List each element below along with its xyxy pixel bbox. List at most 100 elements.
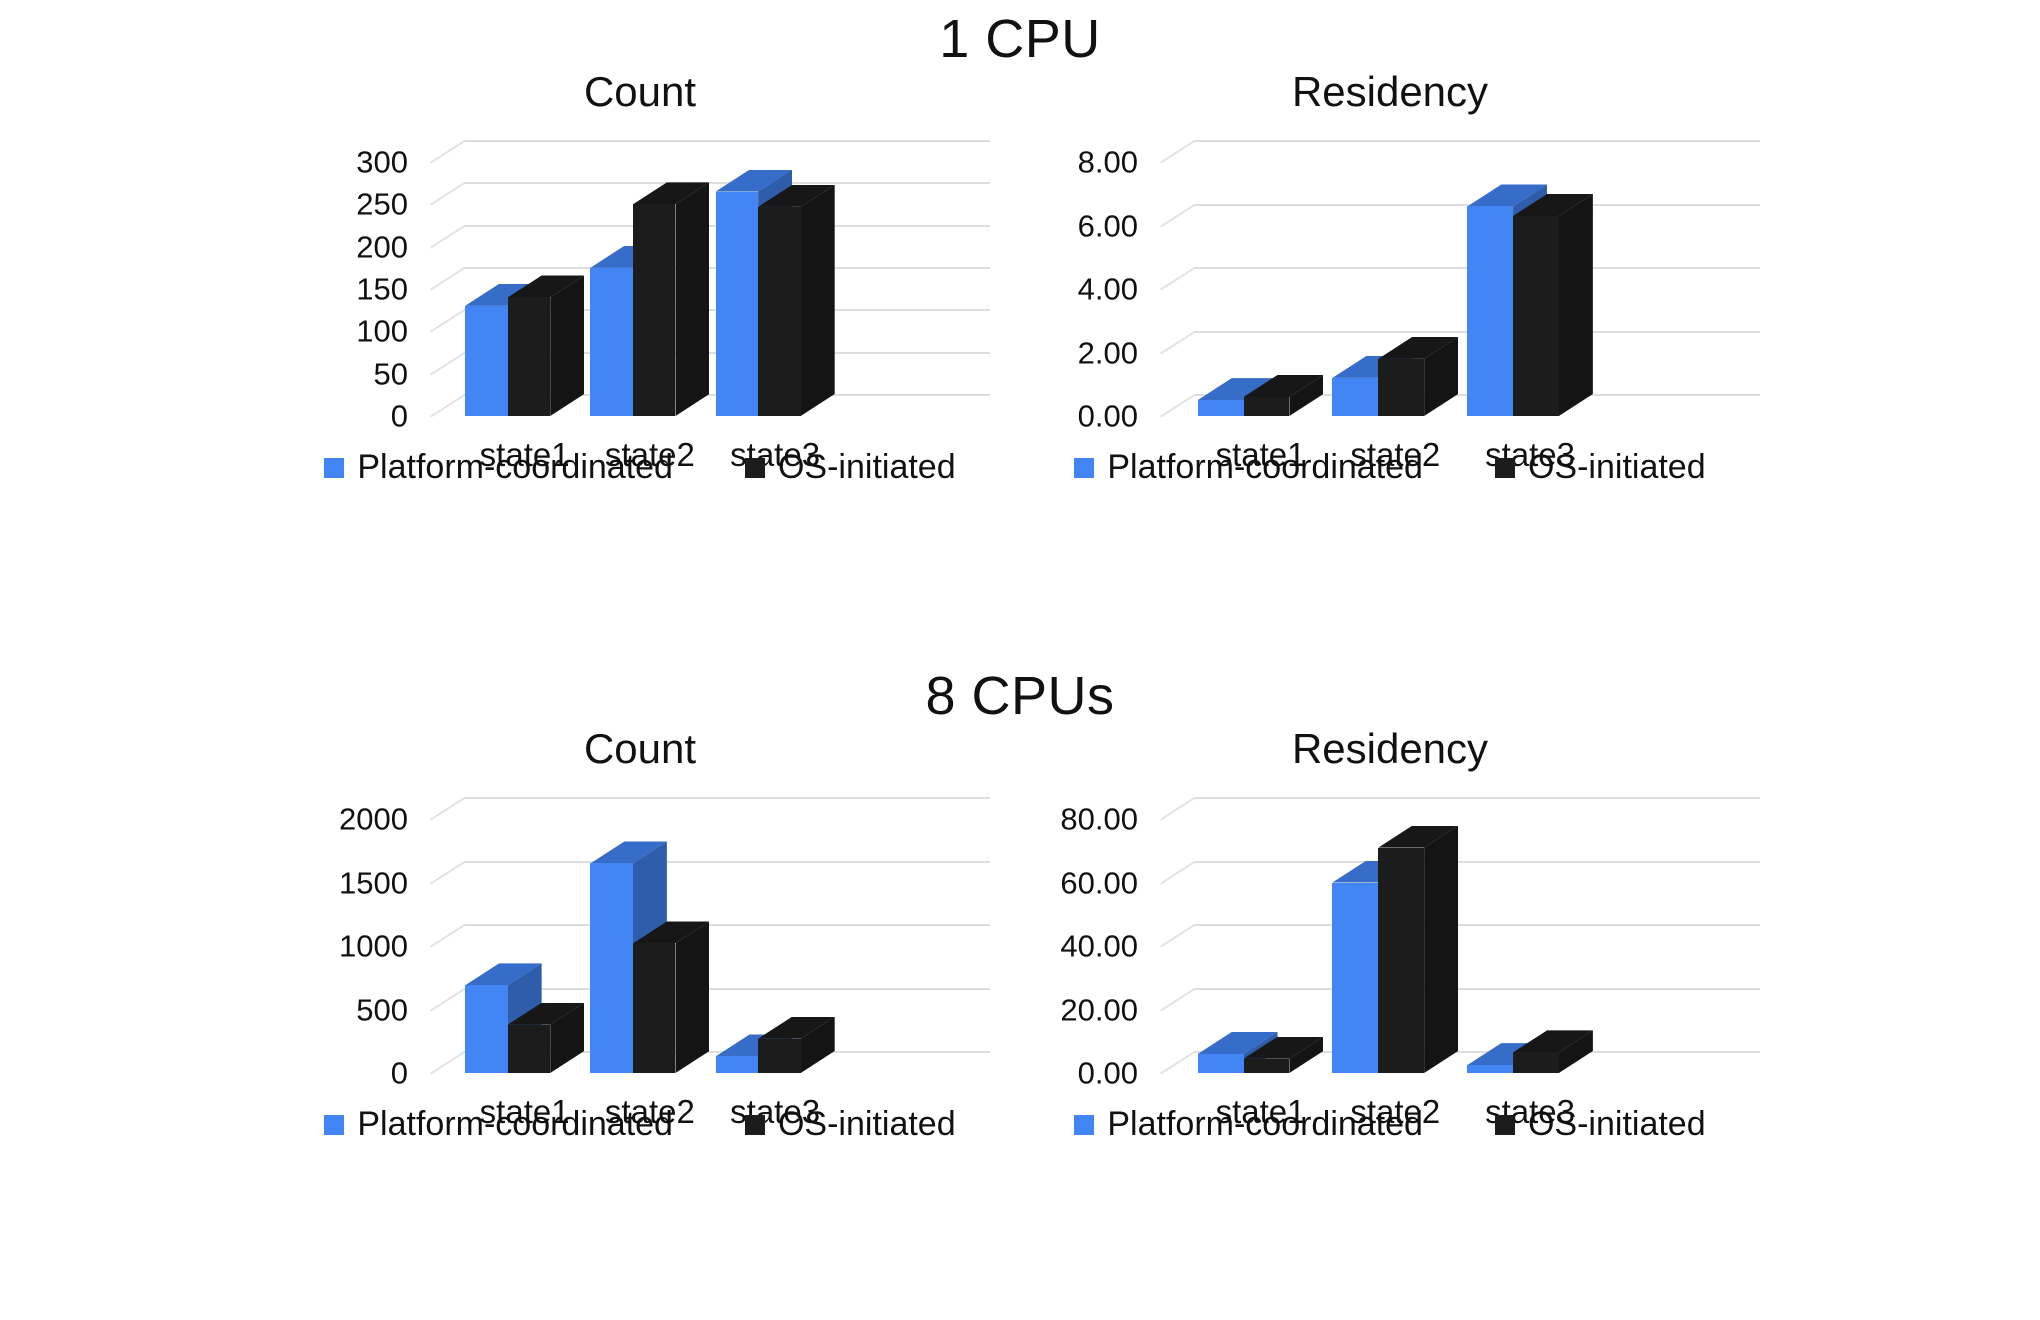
bar xyxy=(590,841,667,1073)
y-axis-tick-label: 1000 xyxy=(339,928,408,964)
legend-entry[interactable]: OS-initiated xyxy=(744,448,956,487)
grid-line xyxy=(1194,860,1760,863)
bar-front-face xyxy=(590,863,633,1073)
bar-front-face xyxy=(1243,1058,1290,1073)
bar-front-face xyxy=(507,297,551,416)
legend-label: OS-initiated xyxy=(1527,1105,1706,1143)
bar-side-face xyxy=(801,185,835,416)
bar-front-face xyxy=(1197,1053,1244,1073)
grid-line xyxy=(464,182,990,185)
legend-entry[interactable]: OS-initiated xyxy=(1494,448,1706,487)
y-axis-tick-label: 250 xyxy=(356,186,408,222)
bar-side-face xyxy=(675,921,709,1073)
y-axis-tick-label: 2000 xyxy=(339,801,408,837)
bar xyxy=(1513,193,1593,416)
legend-swatch-icon xyxy=(324,457,345,478)
grid-riser xyxy=(1160,1051,1196,1075)
bar-front-face xyxy=(632,943,676,1073)
y-axis-tick-label: 1500 xyxy=(339,865,408,900)
bar-front-face xyxy=(507,1024,551,1073)
grid-riser xyxy=(430,309,466,334)
y-axis-tick-label: 40.00 xyxy=(1060,928,1138,964)
legend-entry[interactable]: OS-initiated xyxy=(744,1105,956,1144)
grid-riser xyxy=(430,267,466,291)
legend-swatch-icon xyxy=(744,1114,765,1135)
bar xyxy=(1332,860,1413,1073)
legend-8cpus-residency: Platform-coordinated OS-initiated xyxy=(1010,1105,1770,1144)
y-axis-tick-label: 0.00 xyxy=(1077,1055,1138,1091)
y-axis-tick-label: 80.00 xyxy=(1060,801,1138,837)
bar-side-face xyxy=(550,275,584,416)
panel-1cpu-count: Count 0 50 100 150 200 250 300 state1 state2 stat… xyxy=(280,69,1000,540)
legend-label: Platform-coordinated xyxy=(1107,448,1423,486)
grid-line xyxy=(1194,140,1760,142)
bar-front-face xyxy=(715,191,759,416)
chart-title-1cpu-residency: Residency xyxy=(1291,68,1489,115)
chart-8cpus-residency: 0.00 20.00 40.00 60.00 80.00 state1 state2 stat… xyxy=(1010,783,1770,1143)
chart-8cpus-count: 0 500 1000 1500 2000 state1 state2 state3 xyxy=(280,783,1000,1143)
y-axis-tick-label: 300 xyxy=(356,144,408,180)
bar xyxy=(758,184,835,416)
y-axis-tick-label: 2.00 xyxy=(1077,335,1138,370)
grid-riser xyxy=(1160,330,1196,355)
grid-line xyxy=(464,140,990,142)
bar xyxy=(758,1016,835,1073)
bar xyxy=(1467,184,1548,416)
grid-riser xyxy=(430,987,466,1012)
grid-riser xyxy=(1160,394,1196,418)
grid-riser xyxy=(430,140,466,164)
bar-front-face xyxy=(465,985,508,1073)
chart-1cpu-residency: 0.00 2.00 4.00 6.00 8.00 state1 state2 state3 xyxy=(1010,126,1770,486)
legend-entry[interactable]: Platform-coordinated xyxy=(1074,448,1423,487)
bar-front-face xyxy=(632,204,676,416)
bar-front-face xyxy=(1467,1065,1514,1073)
grid-riser xyxy=(1160,797,1196,821)
grid-riser xyxy=(1160,924,1196,948)
bar xyxy=(1513,1030,1593,1073)
bar xyxy=(715,169,793,416)
y-axis-tick-label: 4.00 xyxy=(1077,271,1138,307)
legend-swatch-icon xyxy=(1074,457,1095,478)
y-axis-tick-label: 150 xyxy=(356,271,408,307)
bar xyxy=(1243,1036,1324,1073)
legend-label: Platform-coordinated xyxy=(357,1105,673,1143)
bar-front-face xyxy=(758,1038,801,1073)
legend-entry[interactable]: Platform-coordinated xyxy=(1074,1105,1423,1144)
x-axis-tick-label: state1 xyxy=(1215,1093,1306,1130)
legend-entry[interactable]: Platform-coordinated xyxy=(324,1105,673,1144)
y-axis-tick-label: 6.00 xyxy=(1077,208,1138,243)
grid-line xyxy=(464,924,990,926)
section-8cpus: 8 CPUs Count 0 500 1000 1500 2000 state1 state… xyxy=(0,665,2040,1143)
chart-1cpu-count: 0 50 100 150 200 250 300 state1 state2 state3 xyxy=(280,126,1000,486)
legend-entry[interactable]: Platform-coordinated xyxy=(324,448,673,487)
grid-riser xyxy=(1160,267,1196,291)
grid-riser xyxy=(430,797,466,821)
grid-riser xyxy=(430,1051,466,1075)
y-axis-tick-label: 0.00 xyxy=(1077,398,1138,434)
chart-title-8cpus-residency: Residency xyxy=(1291,725,1489,772)
grid-line xyxy=(464,860,990,863)
panel-8cpus-count: Count 0 500 1000 1500 2000 state1 state2 state3… xyxy=(280,725,1000,1197)
grid-line xyxy=(1194,924,1760,926)
panel-8cpus-residency: Residency 0.00 20.00 40.00 60.00 80.00 state1… xyxy=(1010,725,1770,1197)
legend-label: OS-initiated xyxy=(1527,448,1706,486)
bar xyxy=(507,275,585,416)
grid-riser xyxy=(430,924,466,948)
legend-label: Platform-coordinated xyxy=(1107,1105,1423,1143)
grid-riser xyxy=(430,860,466,885)
bar-side-face xyxy=(1424,826,1458,1073)
y-axis-tick-label: 100 xyxy=(356,313,408,349)
section-title-1cpu: 1 CPU xyxy=(939,9,1101,69)
chart-title-8cpus-count: Count xyxy=(583,725,697,772)
grid-riser xyxy=(1160,140,1196,164)
bar xyxy=(465,283,542,416)
bar-front-face xyxy=(1243,396,1290,416)
grid-line xyxy=(1194,797,1760,799)
legend-entry[interactable]: OS-initiated xyxy=(1494,1105,1706,1144)
grid-line xyxy=(1194,1051,1760,1053)
y-axis-tick-label: 0 xyxy=(390,398,408,434)
bar xyxy=(1467,1043,1548,1073)
x-axis-tick-label: state2 xyxy=(1350,1093,1441,1130)
bar-front-face xyxy=(465,305,508,416)
legend-label: OS-initiated xyxy=(777,448,956,486)
